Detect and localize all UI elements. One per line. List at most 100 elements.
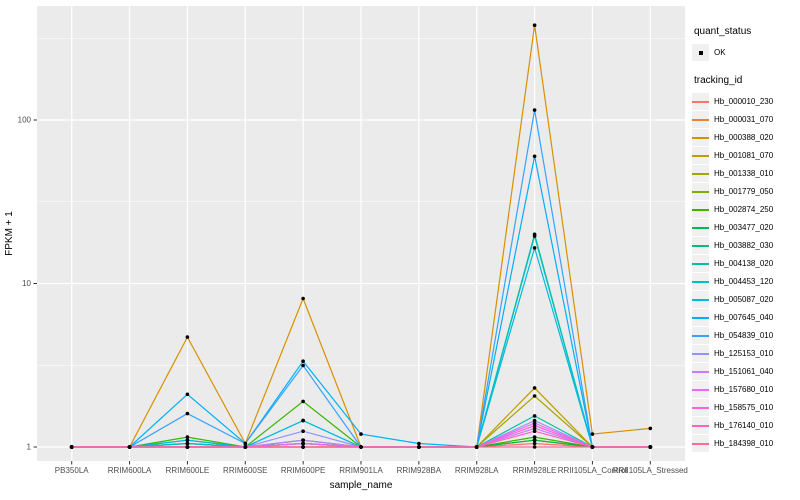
legend-quant-status: quant_status OK <box>692 26 798 61</box>
legend-item-Hb_184398_010: Hb_184398_010 <box>692 435 798 452</box>
data-point <box>185 438 190 443</box>
data-point <box>532 423 537 428</box>
line-swatch-icon <box>692 154 709 157</box>
legend-label: Hb_176140_010 <box>714 421 774 430</box>
legend-label: Hb_007645_040 <box>714 313 774 322</box>
data-point <box>301 438 305 443</box>
legend-item-Hb_176140_010: Hb_176140_010 <box>692 417 798 434</box>
line-swatch-icon <box>692 226 709 229</box>
data-point <box>648 426 653 431</box>
legend-label: Hb_158575_010 <box>714 403 774 412</box>
legend-key-Hb_157680_010 <box>692 381 709 398</box>
data-point <box>185 445 190 449</box>
data-point <box>532 418 537 423</box>
line-swatch-icon <box>692 388 709 391</box>
legend-item-Hb_004138_020: Hb_004138_020 <box>692 255 798 272</box>
data-point <box>474 445 479 449</box>
legend-key-Hb_000010_230 <box>692 93 709 110</box>
data-point <box>532 438 537 443</box>
data-point <box>648 445 653 449</box>
x-tick-label: RRIM928LE <box>513 466 557 475</box>
legend-key-Hb_000031_070 <box>692 111 709 128</box>
data-point <box>301 429 305 434</box>
data-point <box>532 445 537 449</box>
data-point <box>185 441 190 446</box>
x-tick-label: RRIM600LA <box>108 466 152 475</box>
legend-item-Hb_151061_040: Hb_151061_040 <box>692 363 798 380</box>
legend-label: Hb_001338_010 <box>714 169 774 178</box>
legend-item-Hb_000388_020: Hb_000388_020 <box>692 129 798 146</box>
legend-tracking-items: Hb_000010_230 Hb_000031_070 Hb_000388_020 H… <box>692 93 798 452</box>
line-swatch-icon <box>692 316 709 319</box>
legend-item-Hb_157680_010: Hb_157680_010 <box>692 381 798 398</box>
legend-item-Hb_001081_070: Hb_001081_070 <box>692 147 798 164</box>
data-point <box>590 432 595 436</box>
legend-label: Hb_004138_020 <box>714 259 774 268</box>
data-point <box>417 441 421 446</box>
data-point <box>590 445 595 449</box>
x-tick-label: PB350LA <box>55 466 89 475</box>
data-point <box>532 23 537 28</box>
data-point <box>532 435 537 439</box>
legend-label: Hb_004453_120 <box>714 277 774 286</box>
legend: quant_status OK tracking_id Hb_000010_23… <box>692 26 798 466</box>
line-swatch-icon <box>692 424 709 427</box>
data-point <box>301 441 305 446</box>
legend-item-Hb_000010_230: Hb_000010_230 <box>692 93 798 110</box>
legend-label: Hb_157680_010 <box>714 385 774 394</box>
data-point <box>301 445 305 449</box>
data-point <box>185 435 190 439</box>
y-tick-label: 10 <box>22 279 31 288</box>
line-swatch-icon <box>692 118 709 121</box>
y-tick-label: 1 <box>27 443 32 452</box>
legend-key-Hb_001779_050 <box>692 183 709 200</box>
data-point <box>359 432 363 436</box>
data-point <box>301 418 305 423</box>
x-tick-label: RRIM901LA <box>339 466 383 475</box>
data-point <box>532 386 537 390</box>
legend-key-Hb_000388_020 <box>692 129 709 146</box>
legend-label: Hb_001779_050 <box>714 187 774 196</box>
data-point <box>243 441 248 446</box>
legend-item-Hb_005087_020: Hb_005087_020 <box>692 291 798 308</box>
legend-key-Hb_151061_040 <box>692 363 709 380</box>
x-tick-label: RRIM600SE <box>223 466 267 475</box>
y-tick-label: 100 <box>18 116 32 125</box>
line-swatch-icon <box>692 280 709 283</box>
legend-key-Hb_001338_010 <box>692 165 709 182</box>
data-point <box>185 335 190 339</box>
data-point <box>301 399 305 404</box>
data-point <box>359 445 363 449</box>
legend-key-Hb_001081_070 <box>692 147 709 164</box>
data-point <box>417 445 421 449</box>
data-point <box>532 234 537 238</box>
legend-label: Hb_002874_250 <box>714 205 774 214</box>
data-point <box>127 445 132 449</box>
legend-item-Hb_001338_010: Hb_001338_010 <box>692 165 798 182</box>
line-swatch-icon <box>692 298 709 301</box>
data-point <box>185 392 190 397</box>
legend-item-ok: OK <box>692 44 798 61</box>
data-point <box>532 441 537 446</box>
legend-key-Hb_003477_020 <box>692 219 709 236</box>
line-swatch-icon <box>692 100 709 103</box>
legend-label: Hb_001081_070 <box>714 151 774 160</box>
legend-item-Hb_158575_010: Hb_158575_010 <box>692 399 798 416</box>
x-tick-label: RRII105LA_Stressed <box>613 466 688 475</box>
line-swatch-icon <box>692 262 709 265</box>
legend-title-tracking-id: tracking_id <box>694 75 743 86</box>
x-tick-label: RRIM600LE <box>166 466 210 475</box>
x-tick-label: RRII105LA_Control <box>558 466 628 475</box>
line-swatch-icon <box>692 334 709 337</box>
legend-label: Hb_003882_030 <box>714 241 774 250</box>
legend-item-Hb_004453_120: Hb_004453_120 <box>692 273 798 290</box>
legend-key-Hb_004138_020 <box>692 255 709 272</box>
data-point <box>532 246 537 250</box>
data-point <box>532 108 537 112</box>
line-swatch-icon <box>692 136 709 139</box>
legend-item-Hb_003477_020: Hb_003477_020 <box>692 219 798 236</box>
line-swatch-icon <box>692 208 709 211</box>
data-point <box>301 359 305 364</box>
legend-label-ok: OK <box>714 48 726 57</box>
